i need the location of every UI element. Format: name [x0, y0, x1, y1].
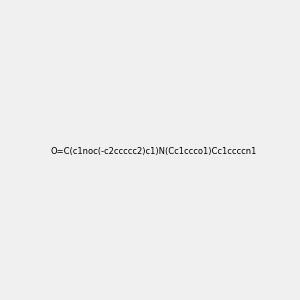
Text: O=C(c1noc(-c2ccccc2)c1)N(Cc1ccco1)Cc1ccccn1: O=C(c1noc(-c2ccccc2)c1)N(Cc1ccco1)Cc1ccc… [51, 147, 257, 156]
